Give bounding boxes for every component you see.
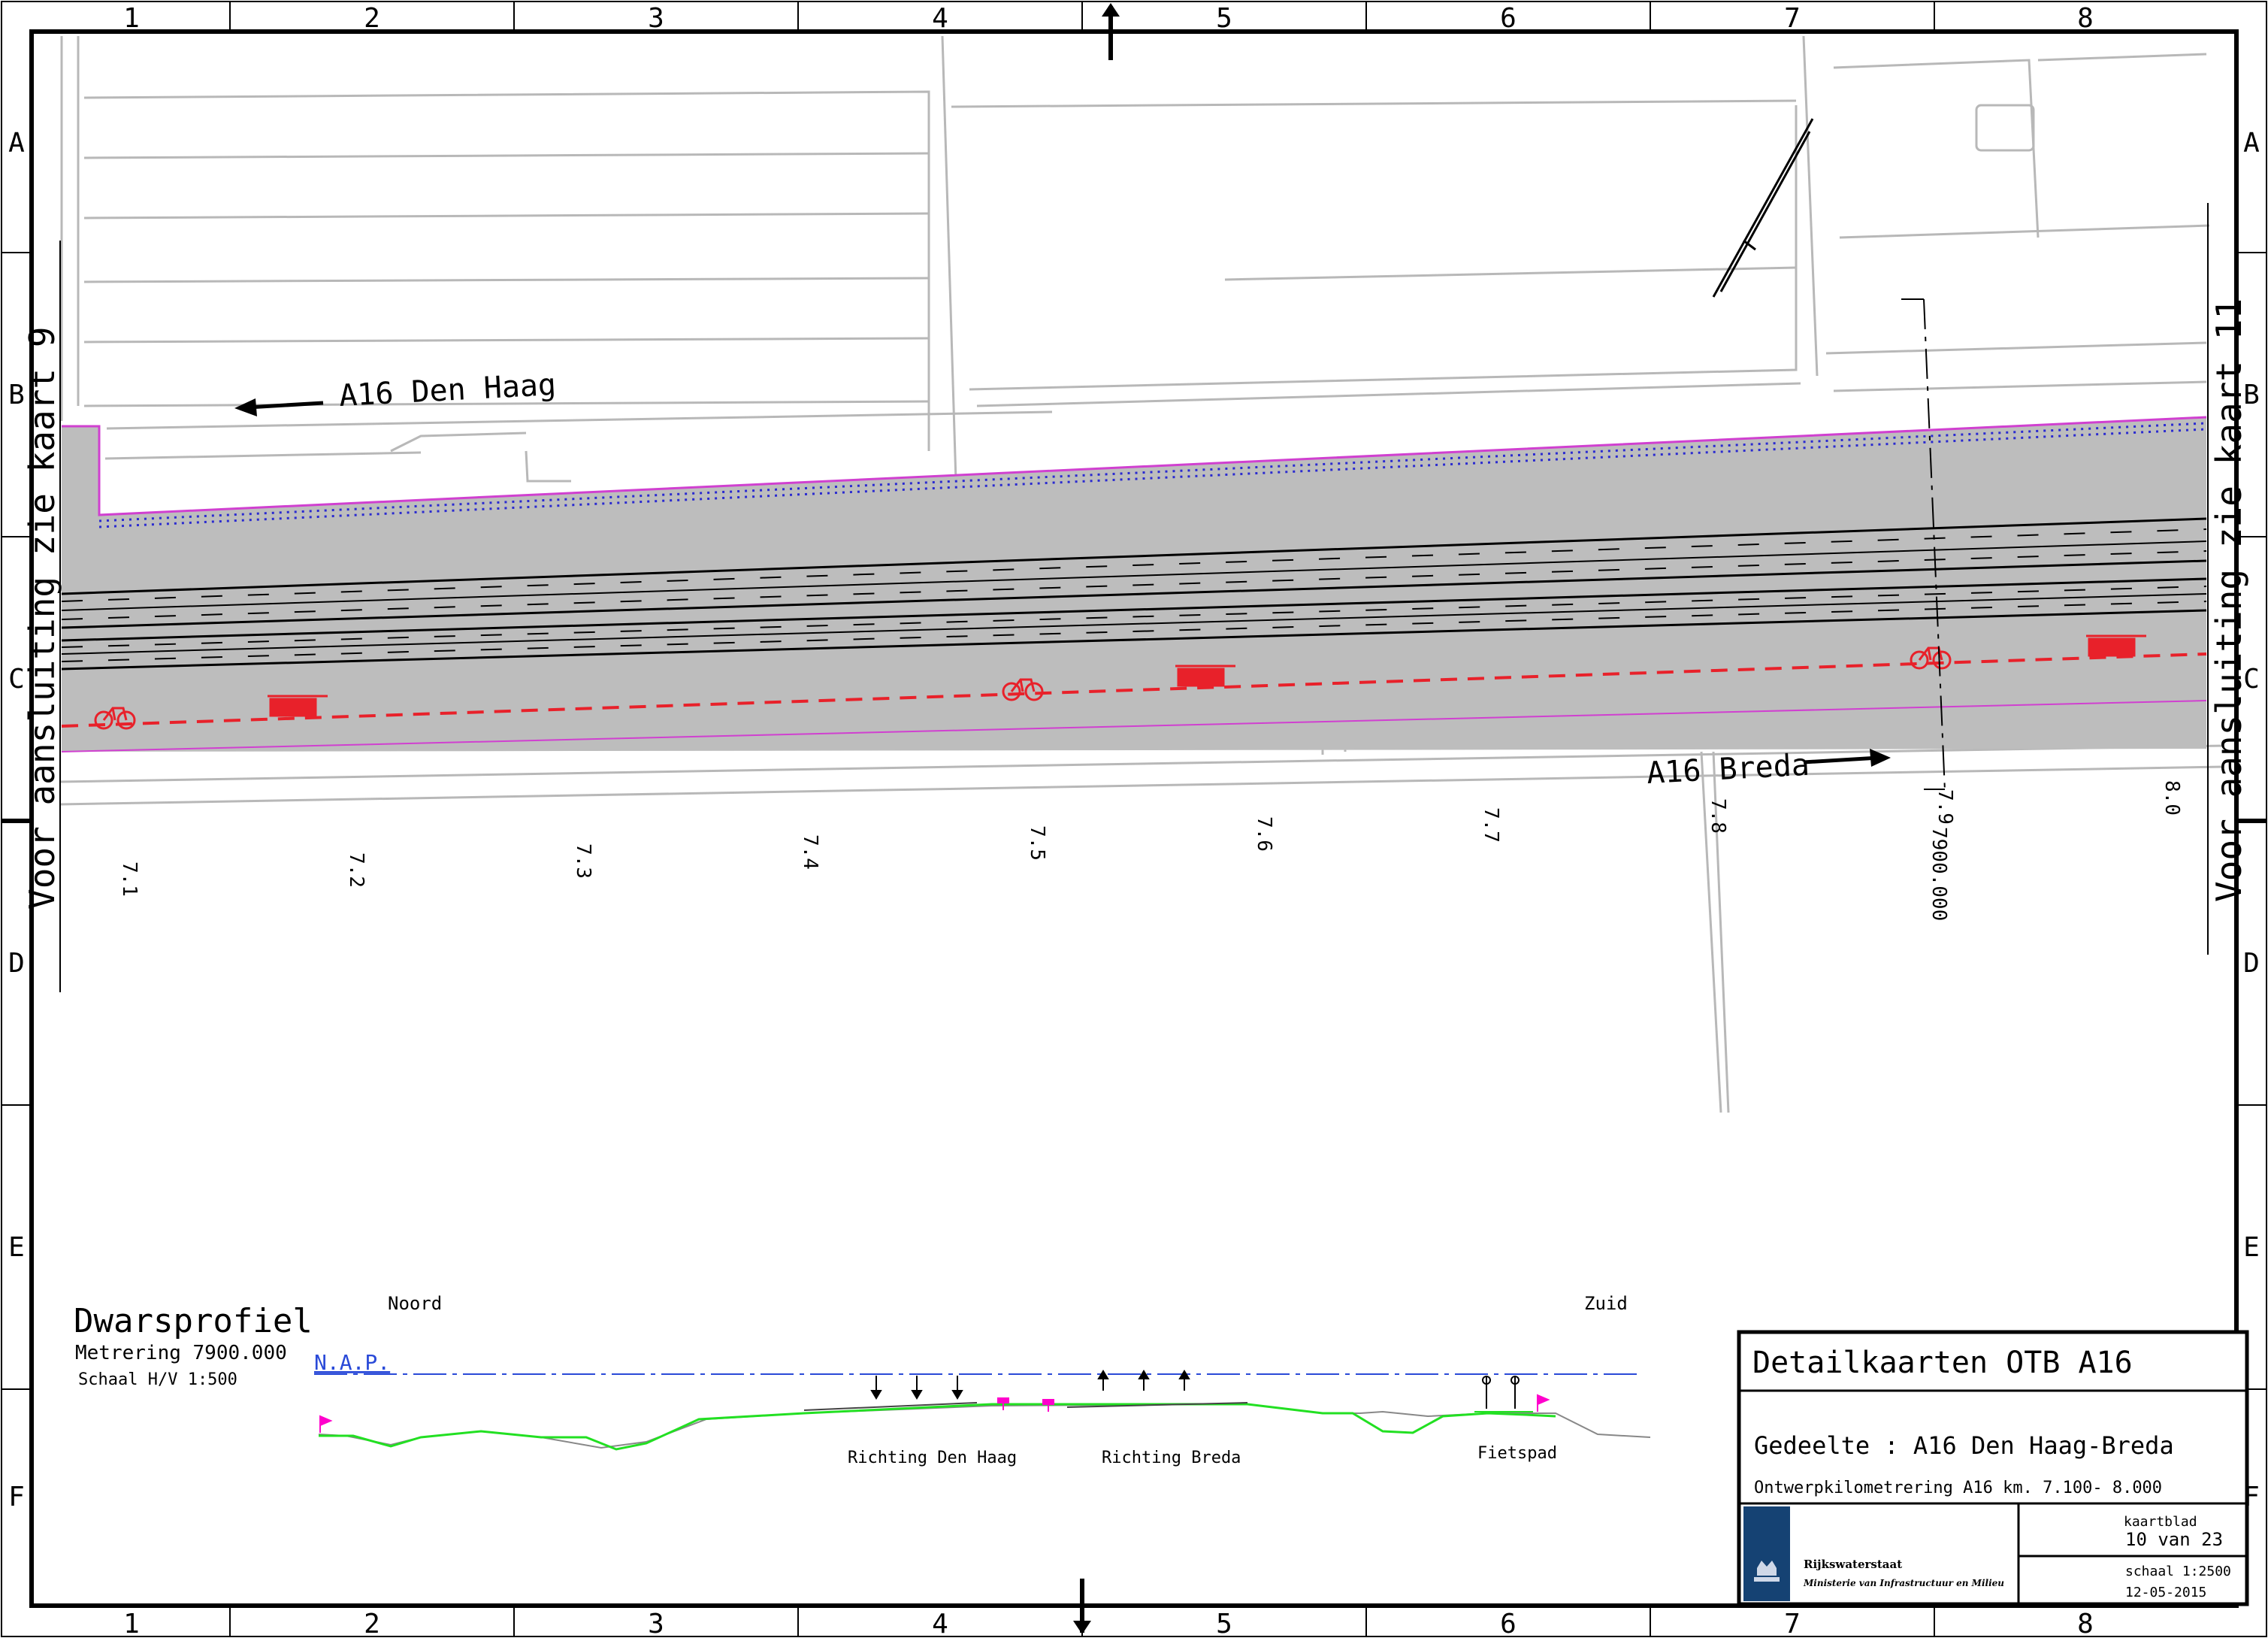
grid-col-label: 6 xyxy=(1500,1609,1517,1638)
grid-row-label: E xyxy=(8,1232,25,1263)
van-icon xyxy=(268,695,328,717)
grid-col-label: 8 xyxy=(2077,1609,2094,1638)
grid-col-label: 1 xyxy=(123,1609,140,1638)
profile-markers xyxy=(870,1370,1190,1400)
grid-col-label: 3 xyxy=(648,3,664,34)
title-block: Detailkaarten OTB A16 Gedeelte : A16 Den… xyxy=(1737,1330,2249,1606)
right-connection-note: Voor aansluiting zie kaart 11 xyxy=(2207,203,2249,955)
grid-col-label: 5 xyxy=(1216,3,1232,34)
profile-noord-label: Noord xyxy=(388,1293,442,1314)
km-label: 7.6 xyxy=(1253,816,1275,852)
grid-row-label: E xyxy=(2243,1232,2260,1263)
grid-row-label: A xyxy=(8,128,25,159)
richting-breda-label: Richting Breda xyxy=(1102,1449,1241,1467)
section-value-label: 7900.000 xyxy=(1928,827,1950,921)
parcel-lines xyxy=(59,35,2225,1113)
profile-zuid-label: Zuid xyxy=(1584,1293,1628,1314)
grid-col-label: 7 xyxy=(1784,1609,1801,1638)
section-line xyxy=(1901,298,1946,792)
grid-col-label: 2 xyxy=(364,1609,380,1638)
fietspad-label: Fietspad xyxy=(1477,1444,1557,1463)
arrow-left-icon xyxy=(234,398,324,416)
bicycle-icon xyxy=(94,707,136,730)
north-arrow-bottom xyxy=(1073,1579,1091,1634)
title-block-km: Ontwerpkilometrering A16 km. 7.100- 8.00… xyxy=(1754,1479,2162,1497)
grid-col-label: 2 xyxy=(364,3,380,34)
grid-col-label: 1 xyxy=(123,3,140,34)
profile-ground xyxy=(318,1402,1651,1451)
km-label: 7.9 xyxy=(1934,789,1956,825)
km-label: 7.1 xyxy=(118,861,141,897)
nap-label: N.A.P. xyxy=(314,1350,390,1375)
grid-col-label: 5 xyxy=(1216,1609,1232,1638)
km-label: 7.8 xyxy=(1707,798,1729,834)
dir-breda-label: A16 Breda xyxy=(1646,748,1810,791)
profile-metrering: Metrering 7900.000 xyxy=(75,1342,287,1364)
org-name: Rijkswaterstaat xyxy=(1804,1558,1902,1571)
cyclist-icon xyxy=(1474,1376,1533,1412)
bicycle-icon xyxy=(1002,678,1044,701)
grid-row-label: D xyxy=(2243,948,2260,979)
motorway xyxy=(61,416,2207,752)
dir-den-haag-label: A16 Den Haag xyxy=(338,368,557,413)
kaartblad-label: kaartblad xyxy=(2124,1514,2197,1530)
grid-col-label: 4 xyxy=(932,1609,948,1638)
richting-den-haag-label: Richting Den Haag xyxy=(848,1449,1017,1467)
crown-icon xyxy=(1754,1561,1780,1582)
schaal-label: schaal 1:2500 xyxy=(2125,1564,2231,1579)
bicycle-icon xyxy=(1910,646,1952,670)
grid-row-label: B xyxy=(2243,380,2260,410)
km-label: 7.4 xyxy=(799,834,821,870)
grid-row-label: B xyxy=(8,380,25,410)
grid-row-label: C xyxy=(2243,664,2260,695)
km-label: 7.7 xyxy=(1480,807,1502,843)
date-label: 12-05-2015 xyxy=(2125,1585,2206,1600)
grid-col-label: 3 xyxy=(648,1609,664,1638)
north-arrow-top xyxy=(1102,3,1120,60)
arrow-right-icon xyxy=(1803,749,1891,767)
rijkswaterstaat-logo xyxy=(1743,1506,1790,1601)
flag-marker-icon xyxy=(319,1394,1550,1433)
km-label: 8.0 xyxy=(2161,780,2183,816)
grid-col-label: 6 xyxy=(1500,3,1517,34)
grid-row-label: A xyxy=(2243,128,2260,159)
svg-text:Voor aansluiting zie kaart 9: Voor aansluiting zie kaart 9 xyxy=(22,327,62,910)
km-label: 7.5 xyxy=(1026,825,1048,861)
profile-title: Dwarsprofiel xyxy=(74,1302,313,1340)
grid-col-label: 7 xyxy=(1784,3,1801,34)
van-icon xyxy=(1175,665,1235,687)
km-label: 7.2 xyxy=(345,852,367,888)
survey-marker xyxy=(1712,118,1814,298)
grid-col-label: 8 xyxy=(2077,3,2094,34)
grid-row-label: C xyxy=(8,664,25,695)
left-connection-note: Voor aansluiting zie kaart 9 xyxy=(22,241,62,992)
grid-row-label: D xyxy=(8,948,25,979)
profile-schaal: Schaal H/V 1:500 xyxy=(78,1370,237,1389)
title-block-title: Detailkaarten OTB A16 xyxy=(1752,1346,2133,1380)
title-block-gedeelte: Gedeelte : A16 Den Haag-Breda xyxy=(1754,1431,2174,1460)
svg-text:Voor aansluiting zie kaart 11: Voor aansluiting zie kaart 11 xyxy=(2209,298,2249,902)
grid-col-label: 4 xyxy=(932,3,948,34)
km-label: 7.3 xyxy=(572,843,594,879)
van-icon xyxy=(2086,634,2146,657)
org-sub: Ministerie van Infrastructuur en Milieu xyxy=(1803,1578,2004,1588)
kaartblad-value: 10 van 23 xyxy=(2125,1529,2223,1550)
grid-row-label: F xyxy=(8,1482,25,1512)
